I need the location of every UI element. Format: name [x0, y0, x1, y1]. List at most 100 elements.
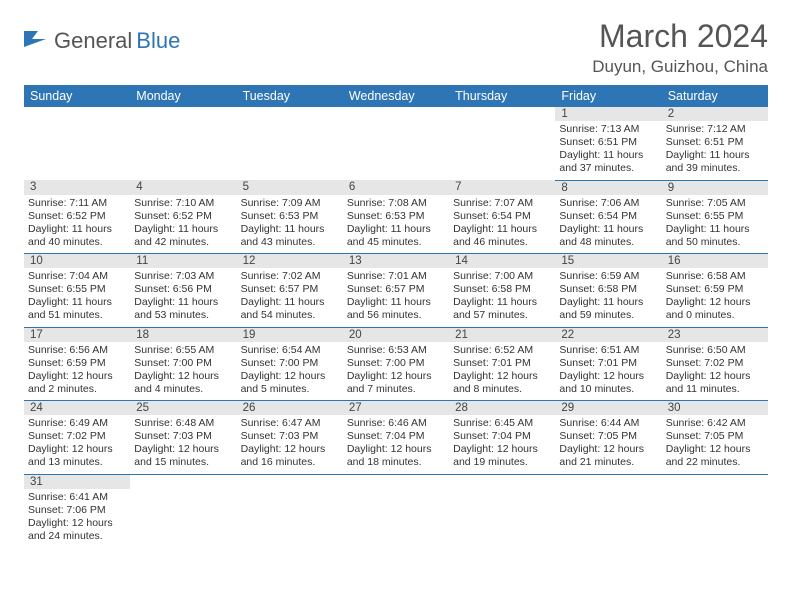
- daynum-cell: 1: [555, 107, 661, 121]
- sunset-text: Sunset: 6:52 PM: [28, 210, 126, 223]
- daylight-text: Daylight: 11 hours: [453, 296, 551, 309]
- sunrise-text: Sunrise: 7:07 AM: [453, 197, 551, 210]
- daynum-cell: 13: [343, 254, 449, 269]
- day-cell: [343, 489, 449, 548]
- sunrise-text: Sunrise: 6:54 AM: [241, 344, 339, 357]
- daynum-cell: 3: [24, 180, 130, 195]
- daynum-cell: 16: [662, 254, 768, 269]
- daylight-text: Daylight: 12 hours: [134, 370, 232, 383]
- daylight-text: and 51 minutes.: [28, 309, 126, 322]
- daylight-text: and 7 minutes.: [347, 383, 445, 396]
- day-cell: Sunrise: 7:07 AMSunset: 6:54 PMDaylight:…: [449, 195, 555, 254]
- daylight-text: Daylight: 11 hours: [559, 296, 657, 309]
- month-title: March 2024: [592, 18, 768, 55]
- week-3-daynum-row: 17181920212223: [24, 327, 768, 342]
- day-header-thursday: Thursday: [449, 85, 555, 107]
- daylight-text: and 42 minutes.: [134, 236, 232, 249]
- daylight-text: and 15 minutes.: [134, 456, 232, 469]
- daynum-cell: 8: [555, 180, 661, 195]
- day-header-sunday: Sunday: [24, 85, 130, 107]
- sunset-text: Sunset: 7:04 PM: [453, 430, 551, 443]
- sunrise-text: Sunrise: 6:48 AM: [134, 417, 232, 430]
- daynum-cell: 4: [130, 180, 236, 195]
- daylight-text: and 46 minutes.: [453, 236, 551, 249]
- week-3-content-row: Sunrise: 6:56 AMSunset: 6:59 PMDaylight:…: [24, 342, 768, 401]
- daynum-cell: [237, 474, 343, 489]
- daynum-cell: [449, 474, 555, 489]
- sunrise-text: Sunrise: 7:05 AM: [666, 197, 764, 210]
- daynum-cell: [555, 474, 661, 489]
- daylight-text: Daylight: 11 hours: [666, 223, 764, 236]
- daynum-cell: 31: [24, 474, 130, 489]
- week-2-content-row: Sunrise: 7:04 AMSunset: 6:55 PMDaylight:…: [24, 268, 768, 327]
- sunset-text: Sunset: 6:55 PM: [28, 283, 126, 296]
- daylight-text: and 59 minutes.: [559, 309, 657, 322]
- sunrise-text: Sunrise: 7:06 AM: [559, 197, 657, 210]
- day-cell: Sunrise: 7:10 AMSunset: 6:52 PMDaylight:…: [130, 195, 236, 254]
- day-header-monday: Monday: [130, 85, 236, 107]
- day-cell: Sunrise: 6:56 AMSunset: 6:59 PMDaylight:…: [24, 342, 130, 401]
- sunrise-text: Sunrise: 7:08 AM: [347, 197, 445, 210]
- daynum-cell: 6: [343, 180, 449, 195]
- daynum-cell: 20: [343, 327, 449, 342]
- week-4-daynum-row: 24252627282930: [24, 401, 768, 416]
- day-cell: Sunrise: 6:41 AMSunset: 7:06 PMDaylight:…: [24, 489, 130, 548]
- sunset-text: Sunset: 7:02 PM: [666, 357, 764, 370]
- sunrise-text: Sunrise: 7:10 AM: [134, 197, 232, 210]
- daylight-text: Daylight: 12 hours: [241, 443, 339, 456]
- day-cell: Sunrise: 6:46 AMSunset: 7:04 PMDaylight:…: [343, 415, 449, 474]
- daylight-text: Daylight: 12 hours: [134, 443, 232, 456]
- day-cell: [449, 121, 555, 180]
- daylight-text: Daylight: 11 hours: [666, 149, 764, 162]
- sunrise-text: Sunrise: 6:44 AM: [559, 417, 657, 430]
- flag-icon: [24, 29, 50, 54]
- daylight-text: Daylight: 11 hours: [134, 223, 232, 236]
- daylight-text: Daylight: 12 hours: [453, 443, 551, 456]
- daylight-text: and 53 minutes.: [134, 309, 232, 322]
- daylight-text: and 24 minutes.: [28, 530, 126, 543]
- daynum-cell: 17: [24, 327, 130, 342]
- day-cell: Sunrise: 6:45 AMSunset: 7:04 PMDaylight:…: [449, 415, 555, 474]
- sunrise-text: Sunrise: 6:58 AM: [666, 270, 764, 283]
- day-cell: Sunrise: 7:12 AMSunset: 6:51 PMDaylight:…: [662, 121, 768, 180]
- sunrise-text: Sunrise: 7:13 AM: [559, 123, 657, 136]
- sunrise-text: Sunrise: 6:46 AM: [347, 417, 445, 430]
- day-cell: [662, 489, 768, 548]
- day-header-friday: Friday: [555, 85, 661, 107]
- week-2-daynum-row: 10111213141516: [24, 254, 768, 269]
- daynum-cell: 2: [662, 107, 768, 121]
- daylight-text: Daylight: 11 hours: [453, 223, 551, 236]
- title-block: March 2024 Duyun, Guizhou, China: [592, 18, 768, 77]
- sunrise-text: Sunrise: 6:45 AM: [453, 417, 551, 430]
- sunrise-text: Sunrise: 7:11 AM: [28, 197, 126, 210]
- sunset-text: Sunset: 6:51 PM: [666, 136, 764, 149]
- daylight-text: and 5 minutes.: [241, 383, 339, 396]
- daylight-text: and 10 minutes.: [559, 383, 657, 396]
- daynum-cell: [24, 107, 130, 121]
- daylight-text: Daylight: 12 hours: [347, 443, 445, 456]
- daylight-text: Daylight: 12 hours: [28, 370, 126, 383]
- daylight-text: and 57 minutes.: [453, 309, 551, 322]
- day-cell: [555, 489, 661, 548]
- daylight-text: Daylight: 11 hours: [241, 223, 339, 236]
- logo: GeneralBlue: [24, 28, 180, 54]
- day-header-saturday: Saturday: [662, 85, 768, 107]
- day-cell: Sunrise: 6:49 AMSunset: 7:02 PMDaylight:…: [24, 415, 130, 474]
- day-cell: Sunrise: 7:08 AMSunset: 6:53 PMDaylight:…: [343, 195, 449, 254]
- week-5-content-row: Sunrise: 6:41 AMSunset: 7:06 PMDaylight:…: [24, 489, 768, 548]
- day-cell: [24, 121, 130, 180]
- daynum-cell: [449, 107, 555, 121]
- calendar-table: SundayMondayTuesdayWednesdayThursdayFrid…: [24, 85, 768, 547]
- sunset-text: Sunset: 6:57 PM: [241, 283, 339, 296]
- sunset-text: Sunset: 6:52 PM: [134, 210, 232, 223]
- day-cell: Sunrise: 7:04 AMSunset: 6:55 PMDaylight:…: [24, 268, 130, 327]
- daylight-text: and 22 minutes.: [666, 456, 764, 469]
- daynum-cell: [662, 474, 768, 489]
- sunrise-text: Sunrise: 7:12 AM: [666, 123, 764, 136]
- sunset-text: Sunset: 7:04 PM: [347, 430, 445, 443]
- daynum-cell: [130, 474, 236, 489]
- daylight-text: Daylight: 12 hours: [559, 443, 657, 456]
- day-cell: Sunrise: 6:50 AMSunset: 7:02 PMDaylight:…: [662, 342, 768, 401]
- daylight-text: Daylight: 11 hours: [28, 296, 126, 309]
- daynum-cell: [343, 107, 449, 121]
